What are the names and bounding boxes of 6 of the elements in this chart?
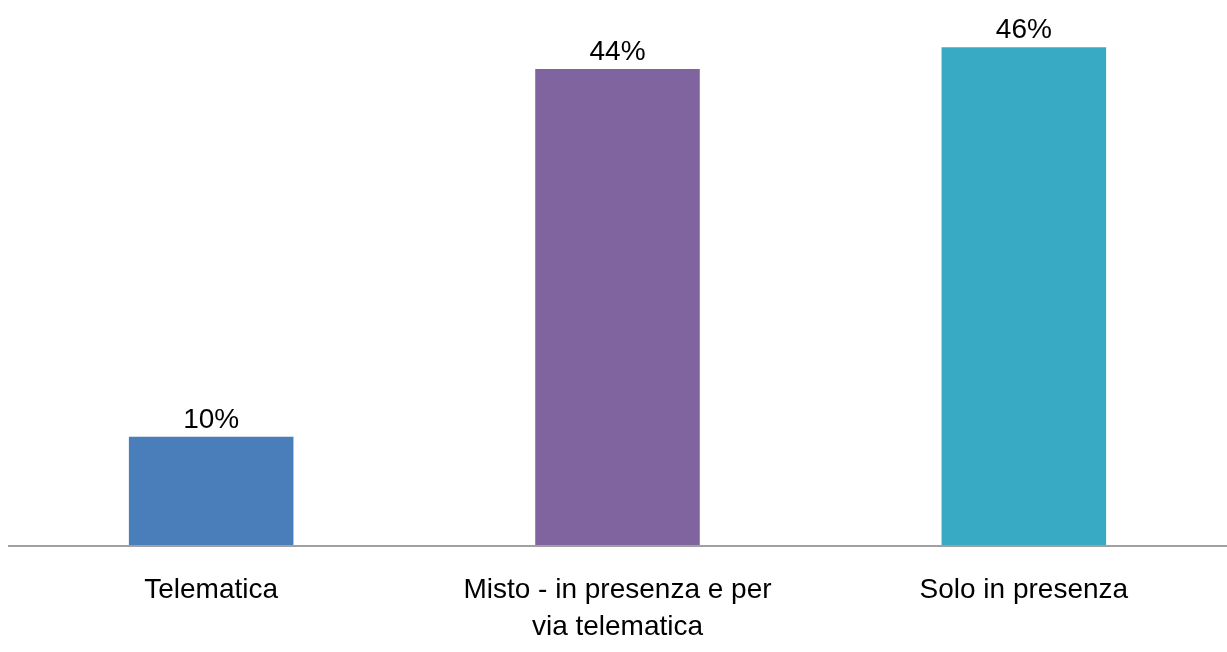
x-tick-label: Solo in presenza	[919, 573, 1129, 605]
x-tick-label: Misto - in presenza e per via telematica	[463, 573, 772, 641]
data-label: 46%	[995, 13, 1052, 45]
data-label: 10%	[183, 402, 240, 434]
x-tick-label: Telematica	[144, 573, 279, 605]
data-label: 44%	[589, 34, 646, 66]
